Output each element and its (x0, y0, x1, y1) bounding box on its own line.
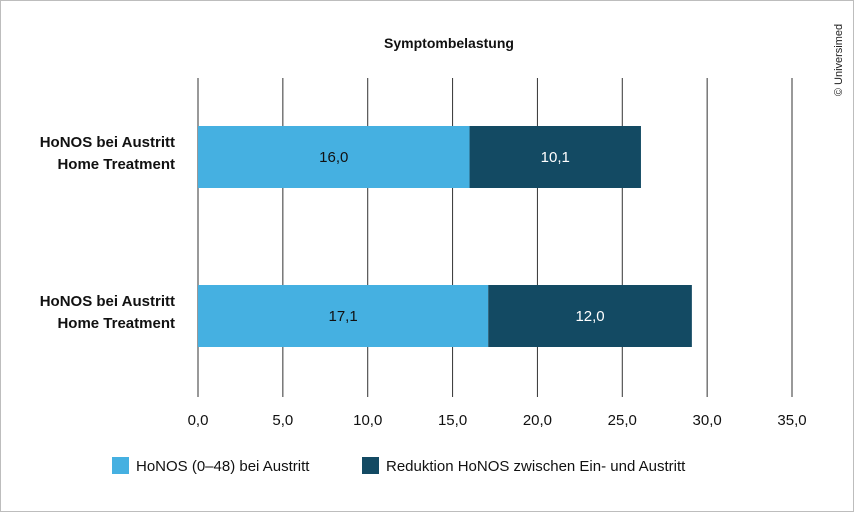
category-label: HoNOS bei Austritt (40, 293, 175, 310)
chart-title: Symptombelastung (384, 35, 514, 51)
copyright-text: © Universimed (833, 23, 845, 97)
bar-segment (488, 285, 692, 347)
legend-label: HoNOS (0–48) bei Austritt (136, 458, 310, 475)
legend-swatch (362, 457, 379, 474)
category-label: Home Treatment (57, 156, 175, 173)
bar-value-label: 17,1 (329, 308, 358, 325)
category-label: Home Treatment (57, 315, 175, 332)
x-tick-label: 35,0 (777, 412, 806, 429)
bar-value-label: 10,1 (541, 149, 570, 166)
bar-value-label: 12,0 (575, 308, 604, 325)
x-tick-label: 20,0 (523, 412, 552, 429)
legend-swatch (112, 457, 129, 474)
x-tick-label: 25,0 (608, 412, 637, 429)
bar-segment (469, 126, 641, 188)
x-tick-label: 5,0 (272, 412, 293, 429)
bar-segment (198, 126, 470, 188)
x-tick-label: 15,0 (438, 412, 467, 429)
category-label: HoNOS bei Austritt (40, 134, 175, 151)
x-tick-label: 30,0 (693, 412, 722, 429)
x-tick-label: 0,0 (188, 412, 209, 429)
bar-value-label: 16,0 (319, 149, 348, 166)
x-tick-label: 10,0 (353, 412, 382, 429)
legend-label: Reduktion HoNOS zwischen Ein- und Austri… (386, 458, 686, 475)
bar-segment (198, 285, 489, 347)
